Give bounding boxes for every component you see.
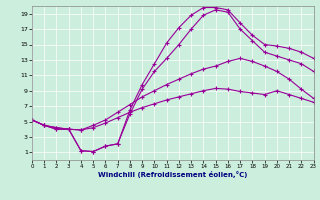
X-axis label: Windchill (Refroidissement éolien,°C): Windchill (Refroidissement éolien,°C) — [98, 171, 247, 178]
